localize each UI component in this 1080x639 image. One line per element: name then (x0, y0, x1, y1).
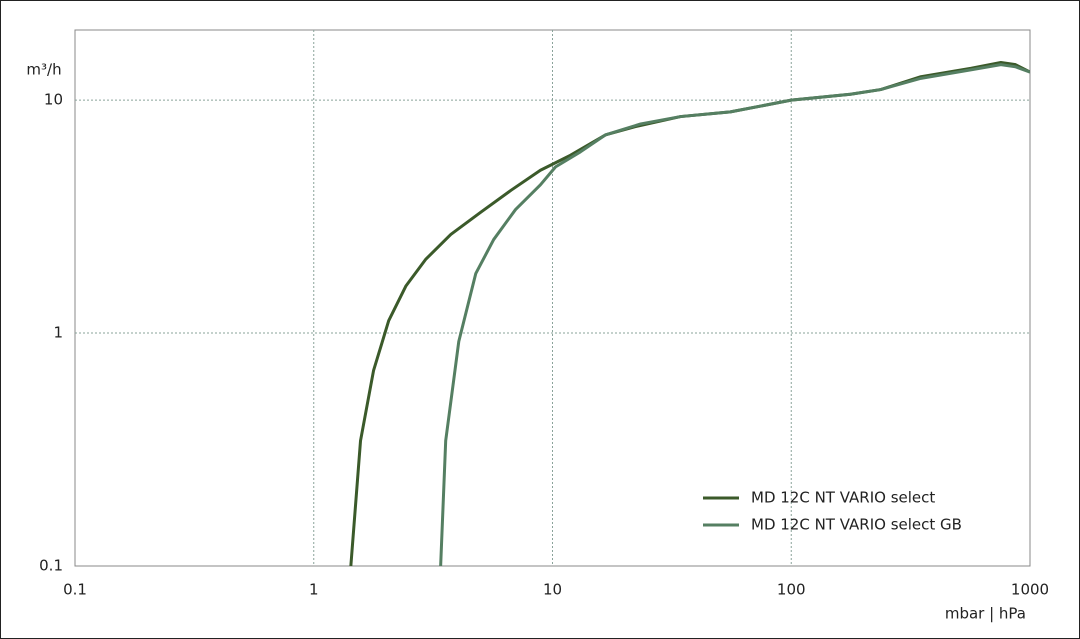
x-tick-label: 10 (543, 581, 562, 599)
x-tick-label: 100 (777, 581, 806, 599)
y-tick-label: 1 (53, 324, 63, 342)
legend-label: MD 12C NT VARIO select (751, 489, 935, 507)
x-tick-label: 0.1 (63, 581, 87, 599)
y-tick-label: 0.1 (39, 557, 63, 575)
x-tick-label: 1000 (1011, 581, 1049, 599)
y-tick-label: 10 (44, 91, 63, 109)
legend-label: MD 12C NT VARIO select GB (751, 516, 962, 534)
y-axis-label: m³/h (26, 61, 61, 79)
data-line (439, 63, 1030, 566)
x-axis-label: mbar | hPa (945, 605, 1026, 623)
x-tick-label: 1 (309, 581, 319, 599)
